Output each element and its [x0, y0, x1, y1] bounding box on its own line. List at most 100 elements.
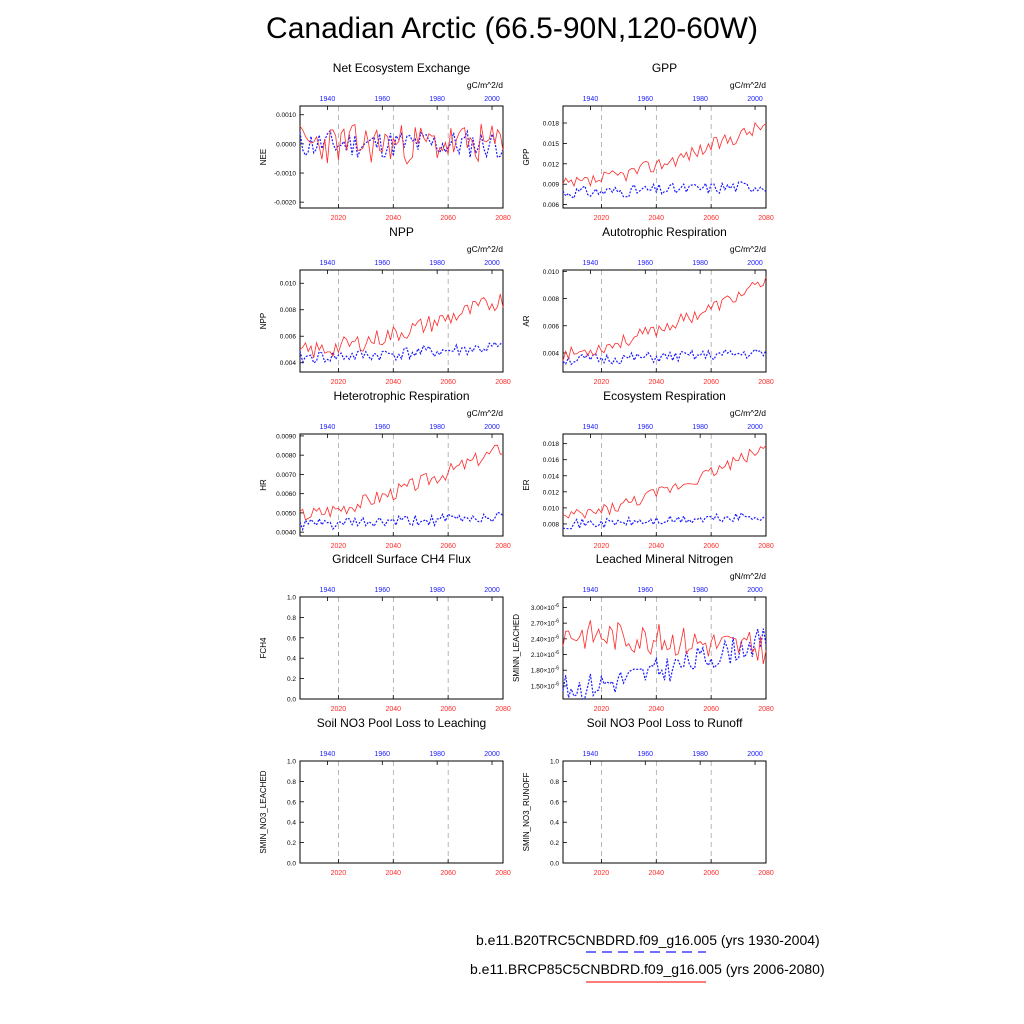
x-tick-label-future: 2080 [495, 543, 511, 550]
legend-future-label: b.e11.BRCP85C5CNBDRD.f09_g16.005 (yrs 20… [470, 961, 825, 977]
y-tick-label: 0.006 [543, 323, 560, 330]
series-line-historical [562, 511, 767, 531]
x-tick-label-future: 2080 [495, 706, 511, 713]
y-tick-label: 0.0 [550, 861, 559, 868]
x-tick-label-future: 2020 [331, 215, 347, 222]
x-tick-label-future: 2060 [703, 379, 719, 386]
y-tick-label: 0.6 [287, 635, 296, 642]
x-tick-label-hist: 1980 [692, 260, 708, 267]
x-tick-label-hist: 1960 [375, 424, 391, 431]
panel-title: Gridcell Surface CH4 Flux [332, 552, 471, 566]
x-tick-label-hist: 1980 [429, 424, 445, 431]
panel-title: Heterotrophic Respiration [333, 389, 469, 403]
x-tick-label-hist: 1940 [583, 260, 599, 267]
y-tick-label: 0.2 [287, 676, 296, 683]
y-tick-label: 0.0090 [276, 433, 296, 440]
x-tick-label-hist: 1960 [638, 587, 654, 594]
y-tick-label: 1.80×10-6 [531, 666, 559, 675]
y-tick-label: 0.018 [543, 441, 560, 448]
x-tick-label-future: 2060 [703, 870, 719, 877]
x-tick-label-hist: 1940 [320, 751, 336, 758]
y-axis-label: FCH4 [259, 637, 268, 658]
x-tick-label-future: 2060 [440, 215, 456, 222]
x-tick-label-future: 2020 [331, 379, 347, 386]
y-tick-label: 0.6 [287, 799, 296, 806]
panel-fch4: Gridcell Surface CH4 Flux 2020 2040 2060 208… [259, 552, 511, 713]
y-tick-label: 0.4 [287, 820, 296, 827]
panel-title: Autotrophic Respiration [602, 225, 727, 239]
x-tick-label-future: 2020 [331, 543, 347, 550]
units-label: gC/m^2/d [730, 244, 766, 254]
y-axis-label: NEE [259, 149, 268, 165]
y-tick-label: 0.8 [287, 615, 296, 622]
x-tick-label-future: 2080 [758, 215, 774, 222]
x-tick-label-hist: 2000 [747, 96, 763, 103]
y-tick-label: 0.0060 [276, 491, 296, 498]
panel-gpp: GPP gC/m^2/d 2020 2040 2060 2080 1940 1960 1980 2… [522, 61, 774, 222]
panel-smin-no3-runoff: Soil NO3 Pool Loss to Runoff 2020 2040 2060… [522, 716, 774, 877]
y-tick-label: 3.00×10-6 [531, 603, 559, 612]
x-tick-label-future: 2040 [648, 870, 664, 877]
y-tick-label: 2.10×10-6 [531, 650, 559, 659]
plot-frame [562, 105, 767, 209]
x-tick-label-hist: 1960 [375, 96, 391, 103]
x-tick-label-future: 2020 [331, 870, 347, 877]
x-tick-label-future: 2020 [594, 870, 610, 877]
x-tick-label-hist: 2000 [484, 424, 500, 431]
x-tick-label-hist: 1960 [375, 751, 391, 758]
x-tick-label-hist: 1940 [320, 424, 336, 431]
plot-frame [299, 105, 504, 209]
y-axis-label: HR [259, 479, 268, 491]
x-tick-label-future: 2080 [758, 543, 774, 550]
y-tick-label: 0.0010 [276, 112, 296, 119]
x-tick-label-future: 2040 [385, 870, 401, 877]
panel-smin-no3-leached: Soil NO3 Pool Loss to Leaching 2020 2040 20… [259, 716, 511, 877]
x-tick-label-hist: 1980 [692, 587, 708, 594]
legend-future-swatch [586, 981, 706, 983]
y-axis-label: NPP [259, 313, 268, 329]
y-tick-label: 0.010 [543, 505, 560, 512]
plot-frame [299, 760, 504, 864]
x-tick-label-future: 2080 [758, 379, 774, 386]
y-tick-label: 0.008 [543, 296, 560, 303]
y-tick-label: 0.2 [287, 840, 296, 847]
series-line-future [299, 123, 504, 165]
series-line-historical [299, 511, 504, 532]
y-tick-label: 0.0070 [276, 472, 296, 479]
x-tick-label-future: 2040 [648, 543, 664, 550]
legend-historical-label: b.e11.B20TRC5CNBDRD.f09_g16.005 (yrs 193… [476, 932, 820, 948]
x-tick-label-hist: 1980 [429, 751, 445, 758]
x-tick-label-hist: 1940 [320, 587, 336, 594]
y-tick-label: -0.0010 [274, 171, 296, 178]
x-tick-label-hist: 1940 [583, 751, 599, 758]
panel-er: Ecosystem Respiration gC/m^2/d 2020 2040 206… [522, 389, 774, 550]
x-tick-label-future: 2060 [440, 706, 456, 713]
y-tick-label: 0.4 [287, 656, 296, 663]
y-tick-label: 1.0 [287, 759, 296, 766]
y-axis-label: SMIN_NO3_RUNOFF [522, 773, 531, 852]
x-tick-label-future: 2020 [594, 543, 610, 550]
x-tick-label-hist: 2000 [747, 424, 763, 431]
figure-title: Canadian Arctic (66.5-90N,120-60W) [266, 12, 758, 45]
panel-title: GPP [652, 61, 677, 75]
panel-sminn-leached: Leached Mineral Nitrogen gN/m^2/d 2020 2040… [512, 552, 774, 713]
y-tick-label: 0.6 [550, 799, 559, 806]
plot-frame [299, 269, 504, 373]
series-line-historical [299, 129, 504, 159]
x-tick-label-hist: 2000 [747, 587, 763, 594]
y-tick-label: 0.0080 [276, 453, 296, 460]
y-tick-label: 0.2 [550, 840, 559, 847]
panel-hr: Heterotrophic Respiration gC/m^2/d 2020 204… [259, 389, 511, 550]
x-tick-label-future: 2020 [331, 706, 347, 713]
x-tick-label-future: 2020 [594, 379, 610, 386]
panel-title: Soil NO3 Pool Loss to Runoff [587, 716, 744, 730]
units-label: gC/m^2/d [467, 244, 503, 254]
x-tick-label-hist: 1960 [638, 424, 654, 431]
y-tick-label: 0.0 [287, 697, 296, 704]
y-tick-label: 0.012 [543, 161, 560, 168]
x-tick-label-future: 2040 [648, 706, 664, 713]
panel-title: Ecosystem Respiration [603, 389, 726, 403]
y-axis-label: ER [522, 479, 531, 490]
y-tick-label: 1.0 [550, 759, 559, 766]
